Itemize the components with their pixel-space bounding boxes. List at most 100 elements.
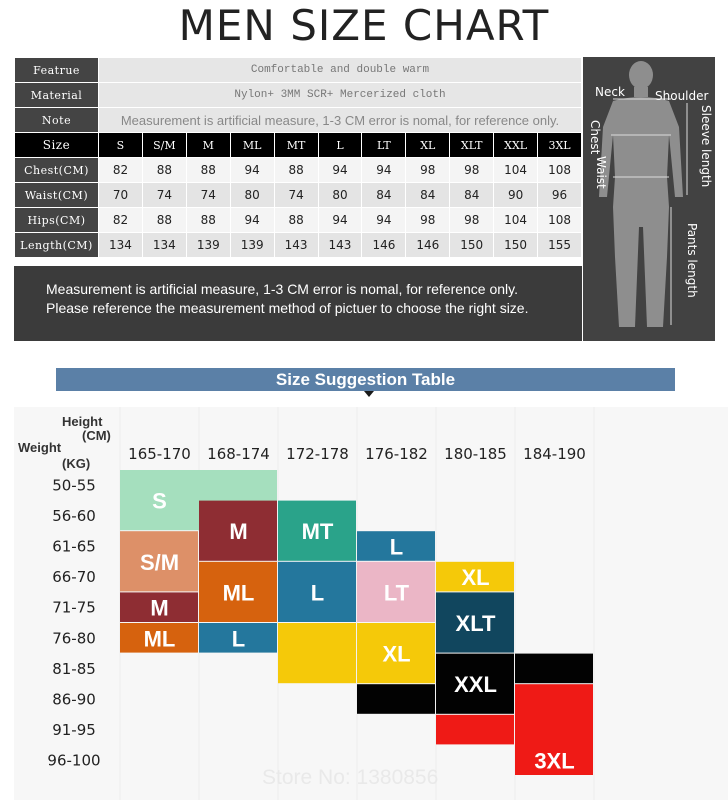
table-cell: 88 — [141, 207, 187, 233]
height-tick-label: 165-170 — [128, 445, 191, 463]
weight-unit-label: (KG) — [62, 456, 90, 471]
size-block-ml — [120, 623, 198, 653]
weight-tick-label: 71-75 — [52, 599, 96, 617]
note-value: Measurement is artificial measure, 1-3 C… — [98, 107, 582, 133]
material-row: Material Nylon+ 3MM SCR+ Mercerized clot… — [14, 82, 582, 108]
table-cell: 94 — [229, 207, 275, 233]
size-block-label: S/M — [140, 550, 179, 575]
size-header-cell: XL — [405, 132, 451, 158]
feature-row: Featrue Comfortable and double warm — [14, 57, 582, 83]
size-block-label: ML — [223, 580, 255, 605]
table-cell: 143 — [317, 232, 363, 258]
size-header-cell: LT — [361, 132, 407, 158]
body-silhouette-icon — [599, 61, 688, 327]
table-cell: 74 — [273, 182, 319, 208]
height-tick-label: 180-185 — [444, 445, 507, 463]
table-cell: 139 — [229, 232, 275, 258]
arrow-down-icon — [364, 391, 374, 397]
size-block-label: XL — [461, 565, 489, 590]
size-block-label: MT — [302, 519, 334, 544]
table-cell: 96 — [537, 182, 582, 208]
length-row: Length(CM) 134 134 139 139 143 143 146 1… — [14, 232, 582, 258]
size-header-cell: L — [317, 132, 363, 158]
table-cell: 84 — [449, 182, 495, 208]
size-block-label: S — [152, 489, 167, 514]
size-block-ml — [199, 561, 277, 622]
table-cell: 94 — [229, 157, 275, 183]
table-cell: 143 — [273, 232, 319, 258]
height-tick-label: 184-190 — [523, 445, 586, 463]
size-label: Size — [14, 132, 99, 158]
table-cell: 104 — [493, 207, 539, 233]
page-title: MEN SIZE CHART — [178, 1, 550, 50]
table-cell: 146 — [361, 232, 407, 258]
size-header-cell: 3XL — [537, 132, 582, 158]
size-header-cell: XLT — [449, 132, 495, 158]
size-block-l — [278, 561, 356, 622]
size-block-xxl — [436, 653, 514, 714]
table-cell: 74 — [185, 182, 231, 208]
hips-row: Hips(CM) 82 88 88 94 88 94 94 98 98 104 … — [14, 207, 582, 233]
note-line-1: Measurement is artificial measure, 1-3 C… — [46, 281, 519, 297]
measurement-note: Measurement is artificial measure, 1-3 C… — [14, 266, 582, 341]
row-label: Waist(CM) — [14, 182, 99, 208]
size-block-l — [357, 531, 435, 561]
height-tick-label: 168-174 — [207, 445, 270, 463]
height-tick-label: 172-178 — [286, 445, 349, 463]
material-label: Material — [14, 82, 99, 108]
size-block-label: ML — [144, 626, 176, 651]
weight-tick-label: 76-80 — [52, 629, 96, 647]
size-block-3xl — [515, 684, 593, 775]
size-block-label: 3XL — [534, 749, 574, 774]
waist-label: Waist — [594, 156, 608, 189]
table-cell: 94 — [317, 207, 363, 233]
size-header-row: Size S S/M M ML MT L LT XL XLT XXL 3XL — [14, 132, 582, 158]
height-tick-label: 176-182 — [365, 445, 428, 463]
size-block-xl — [357, 623, 435, 684]
table-cell: 84 — [361, 182, 407, 208]
table-cell: 88 — [185, 157, 231, 183]
size-suggestion-banner: Size Suggestion Table — [56, 368, 675, 391]
table-cell: 84 — [405, 182, 451, 208]
size-block-label: L — [232, 626, 245, 651]
table-cell: 88 — [273, 207, 319, 233]
table-cell: 94 — [361, 207, 407, 233]
weight-tick-label: 61-65 — [52, 538, 96, 556]
size-header-cell: S/M — [141, 132, 187, 158]
table-cell: 98 — [449, 207, 495, 233]
neck-label: Neck — [595, 85, 625, 99]
height-axis-label: Height — [62, 414, 103, 429]
weight-axis-label: Weight — [18, 440, 62, 455]
size-block-label: L — [390, 535, 403, 560]
table-cell: 155 — [537, 232, 582, 258]
weight-tick-label: 91-95 — [52, 721, 96, 739]
waist-row: Waist(CM) 70 74 74 80 74 80 84 84 84 90 … — [14, 182, 582, 208]
table-cell: 88 — [141, 157, 187, 183]
feature-label: Featrue — [14, 57, 99, 83]
table-cell: 82 — [98, 207, 143, 233]
table-cell: 98 — [405, 157, 451, 183]
row-label: Hips(CM) — [14, 207, 99, 233]
row-label: Length(CM) — [14, 232, 99, 258]
table-cell: 88 — [273, 157, 319, 183]
table-cell: 90 — [493, 182, 539, 208]
size-block-lt — [357, 561, 435, 622]
table-cell: 74 — [141, 182, 187, 208]
size-table: Featrue Comfortable and double warm Mate… — [14, 57, 582, 258]
weight-tick-label: 50-55 — [52, 476, 96, 494]
weight-tick-label: 81-85 — [52, 660, 96, 678]
weight-tick-label: 86-90 — [52, 691, 96, 709]
size-header-cell: MT — [273, 132, 319, 158]
size-block-label: XLT — [456, 611, 496, 636]
size-block-xl — [436, 561, 514, 592]
table-cell: 134 — [98, 232, 143, 258]
weight-tick-label: 66-70 — [52, 568, 96, 586]
store-watermark: Store No: 1380856 — [262, 766, 439, 789]
table-cell: 94 — [317, 157, 363, 183]
table-cell: 82 — [98, 157, 143, 183]
table-cell: 150 — [493, 232, 539, 258]
table-cell: 104 — [493, 157, 539, 183]
table-cell: 108 — [537, 157, 582, 183]
table-cell: 94 — [361, 157, 407, 183]
size-header-cell: ML — [229, 132, 275, 158]
